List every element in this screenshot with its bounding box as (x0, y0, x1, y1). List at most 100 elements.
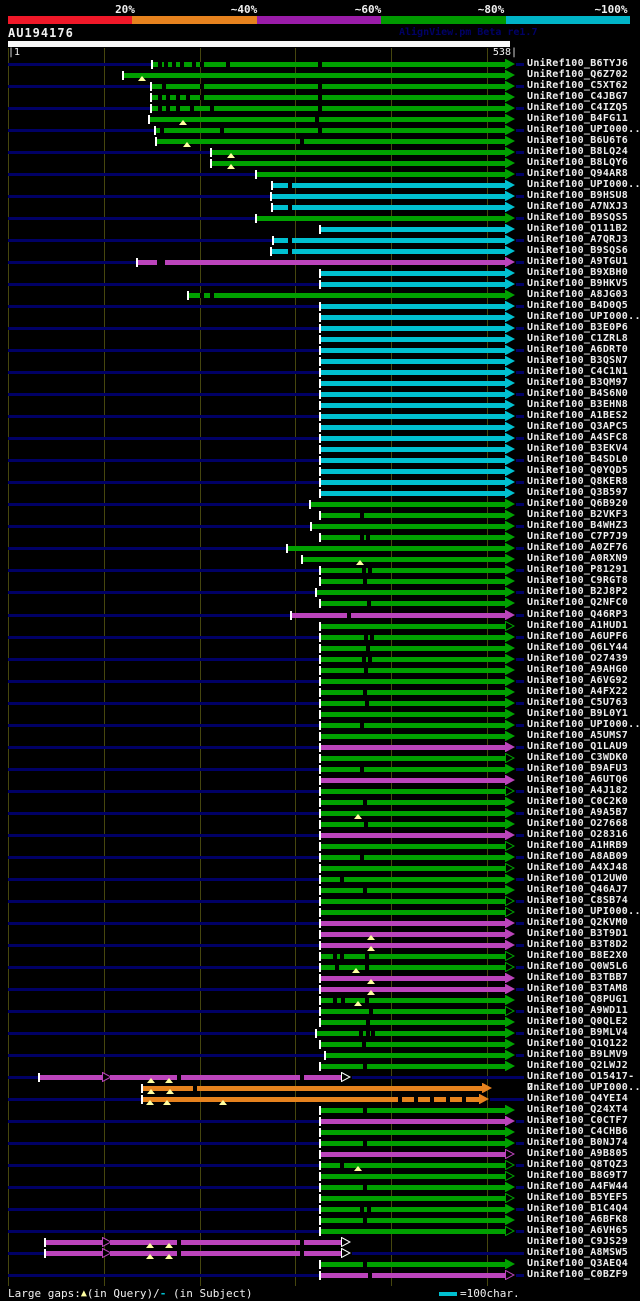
hit-label[interactable]: UniRef100_B9MLV4 (527, 1027, 629, 1038)
hit-label[interactable]: UniRef100_A8MSW5 (527, 1247, 629, 1258)
alignment-row[interactable]: UniRef100_Q3APC5 (0, 421, 640, 433)
hit-label[interactable]: UniRef100_A6DRT0 (527, 344, 629, 355)
hit-label[interactable]: UniRef100_C7P7J9 (527, 531, 629, 542)
alignment-row[interactable]: UniRef100_C0CTF7 (0, 1115, 640, 1127)
hit-label[interactable]: UniRef100_B3QM97 (527, 377, 629, 388)
hit-label[interactable]: UniRef100_Q6LY44 (527, 642, 629, 653)
hit-label[interactable]: UniRef100_B3T9D1 (527, 928, 629, 939)
alignment-row[interactable]: UniRef100_A4SFC8 (0, 432, 640, 444)
hit-label[interactable]: UniRef100_B9XBH0 (527, 267, 629, 278)
alignment-row[interactable]: UniRef100_A6UPF6 (0, 631, 640, 643)
alignment-row[interactable]: UniRef100_C3WDK0 (0, 752, 640, 764)
hit-label[interactable]: UniRef100_A6VH65 (527, 1225, 629, 1236)
hit-label[interactable]: UniRef100_B9L0Y1 (527, 708, 629, 719)
alignment-row[interactable]: UniRef100_C5U763 (0, 697, 640, 709)
hit-label[interactable]: UniRef100_C8SB74 (527, 895, 629, 906)
alignment-row[interactable]: UniRef100_B3EHN8 (0, 399, 640, 411)
hit-label[interactable]: UniRef100_B3EHN8 (527, 399, 629, 410)
alignment-row[interactable]: UniRef100_A7NXJ3 (0, 201, 640, 213)
alignment-row[interactable]: UniRef100_A1HUD1 (0, 620, 640, 632)
hit-label[interactable]: UniRef100_A6UPF6 (527, 631, 629, 642)
hit-label[interactable]: UniRef100_C4CHB6 (527, 1126, 629, 1137)
alignment-row[interactable]: UniRef100_UPI000.. (0, 179, 640, 191)
alignment-row[interactable]: UniRef100_UPI000.. (0, 124, 640, 136)
alignment-row[interactable]: UniRef100_O15417-2 (0, 1071, 640, 1093)
hit-label[interactable]: UniRef100_C4IZQ5 (527, 102, 629, 113)
hit-label[interactable]: UniRef100_A1HRB9 (527, 840, 629, 851)
alignment-row[interactable]: UniRef100_Q6B920 (0, 498, 640, 510)
alignment-row[interactable]: UniRef100_B4WHZ3 (0, 520, 640, 532)
alignment-row[interactable]: UniRef100_Q46RP3 (0, 609, 640, 621)
alignment-row[interactable]: UniRef100_B3TBB7 (0, 972, 640, 984)
hit-label[interactable]: UniRef100_Q8TQZ3 (527, 1159, 629, 1170)
alignment-row[interactable]: UniRef100_C8SB74 (0, 895, 640, 907)
hit-label[interactable]: UniRef100_A0RXN9 (527, 553, 629, 564)
alignment-row[interactable]: UniRef100_B2VKF3 (0, 509, 640, 521)
alignment-row[interactable]: UniRef100_O27668 (0, 818, 640, 830)
alignment-row[interactable]: UniRef100_B3EKV4 (0, 443, 640, 455)
alignment-row[interactable]: UniRef100_B8G9T7 (0, 1170, 640, 1182)
hit-label[interactable]: UniRef100_C0BZF9 (527, 1269, 629, 1280)
hit-label[interactable]: UniRef100_UPI000.. (527, 179, 640, 190)
alignment-row[interactable]: UniRef100_P81291 (0, 564, 640, 576)
hit-label[interactable]: UniRef100_Q4YEI4 (527, 1093, 629, 1104)
alignment-row[interactable]: UniRef100_B1C4Q4 (0, 1203, 640, 1215)
hit-label[interactable]: UniRef100_Q3APC5 (527, 421, 629, 432)
hit-label[interactable]: UniRef100_A6BFK8 (527, 1214, 629, 1225)
alignment-row[interactable]: UniRef100_B5YEF5 (0, 1192, 640, 1204)
alignment-row[interactable]: UniRef100_B3T9D1 (0, 928, 640, 940)
hit-label[interactable]: UniRef100_B8G9T7 (527, 1170, 629, 1181)
hit-label[interactable]: UniRef100_UPI000.. (527, 124, 640, 135)
alignment-row[interactable]: UniRef100_B2J8P2 (0, 586, 640, 598)
hit-label[interactable]: UniRef100_Q12UW0 (527, 873, 629, 884)
hit-label[interactable]: UniRef100_Q6Z702 (527, 69, 629, 80)
alignment-row[interactable]: UniRef100_B6TYJ6 (0, 58, 640, 70)
hit-label[interactable]: UniRef100_A6UTQ6 (527, 774, 629, 785)
alignment-row[interactable]: UniRef100_A6VG92 (0, 675, 640, 687)
alignment-row[interactable]: UniRef100_A8JG03 (0, 289, 640, 301)
hit-label[interactable]: UniRef100_Q3AEQ4 (527, 1258, 629, 1269)
alignment-row[interactable]: UniRef100_A6UTQ6 (0, 774, 640, 786)
hit-label[interactable]: UniRef100_Q8KER8 (527, 476, 629, 487)
hit-label[interactable]: UniRef100_C9RGT8 (527, 575, 629, 586)
alignment-row[interactable]: UniRef100_C7P7J9 (0, 531, 640, 543)
alignment-row[interactable]: UniRef100_B3TAM8 (0, 983, 640, 995)
hit-label[interactable]: UniRef100_P81291 (527, 564, 629, 575)
hit-label[interactable]: UniRef100_Q1Q122 (527, 1038, 629, 1049)
hit-label[interactable]: UniRef100_A9TGU1 (527, 256, 629, 267)
alignment-row[interactable]: UniRef100_A0RXN9 (0, 553, 640, 565)
hit-label[interactable]: UniRef100_B8LQY6 (527, 157, 629, 168)
alignment-row[interactable]: UniRef100_Q6LY44 (0, 642, 640, 654)
hit-label[interactable]: UniRef100_A9AHG0 (527, 664, 629, 675)
hit-label[interactable]: UniRef100_A8JG03 (527, 289, 629, 300)
hit-label[interactable]: UniRef100_B9LMV9 (527, 1049, 629, 1060)
alignment-row[interactable]: UniRef100_UPI000.. (0, 719, 640, 731)
alignment-row[interactable]: UniRef100_UPI000.. (0, 311, 640, 323)
hit-label[interactable]: UniRef100_Q8PUG1 (527, 994, 629, 1005)
hit-label[interactable]: UniRef100_C0C2K0 (527, 796, 629, 807)
hit-label[interactable]: UniRef100_B4FG11 (527, 113, 629, 124)
hit-label[interactable]: UniRef100_B9SQS6 (527, 245, 629, 256)
hit-label[interactable]: UniRef100_Q0YQD5 (527, 465, 629, 476)
alignment-row[interactable]: UniRef100_B8LQ24 (0, 146, 640, 158)
hit-label[interactable]: UniRef100_B3EKV4 (527, 443, 629, 454)
hit-label[interactable]: UniRef100_A7NXJ3 (527, 201, 629, 212)
hit-label[interactable]: UniRef100_B3TBB7 (527, 972, 629, 983)
alignment-row[interactable]: UniRef100_C4C1N1 (0, 366, 640, 378)
alignment-row[interactable]: UniRef100_A9B805 (0, 1148, 640, 1160)
hit-label[interactable]: UniRef100_Q46RP3 (527, 609, 629, 620)
alignment-row[interactable]: UniRef100_B9XBH0 (0, 267, 640, 279)
alignment-row[interactable]: UniRef100_A1HRB9 (0, 840, 640, 852)
alignment-row[interactable]: UniRef100_C4IZQ5 (0, 102, 640, 114)
hit-label[interactable]: UniRef100_Q3B597 (527, 487, 629, 498)
alignment-row[interactable]: UniRef100_B3QM97 (0, 377, 640, 389)
alignment-row[interactable]: UniRef100_B8LQY6 (0, 157, 640, 169)
hit-label[interactable]: UniRef100_Q2KVM0 (527, 917, 629, 928)
alignment-row[interactable]: UniRef100_A9A5B7 (0, 807, 640, 819)
alignment-row[interactable]: UniRef100_B9LMV9 (0, 1049, 640, 1061)
hit-label[interactable]: UniRef100_B1C4Q4 (527, 1203, 629, 1214)
hit-label[interactable]: UniRef100_B4S6N0 (527, 388, 629, 399)
hit-label[interactable]: UniRef100_Q46AJ7 (527, 884, 629, 895)
alignment-row[interactable]: UniRef100_Q1LAU9 (0, 741, 640, 753)
alignment-row[interactable]: UniRef100_B9L0Y1 (0, 708, 640, 720)
